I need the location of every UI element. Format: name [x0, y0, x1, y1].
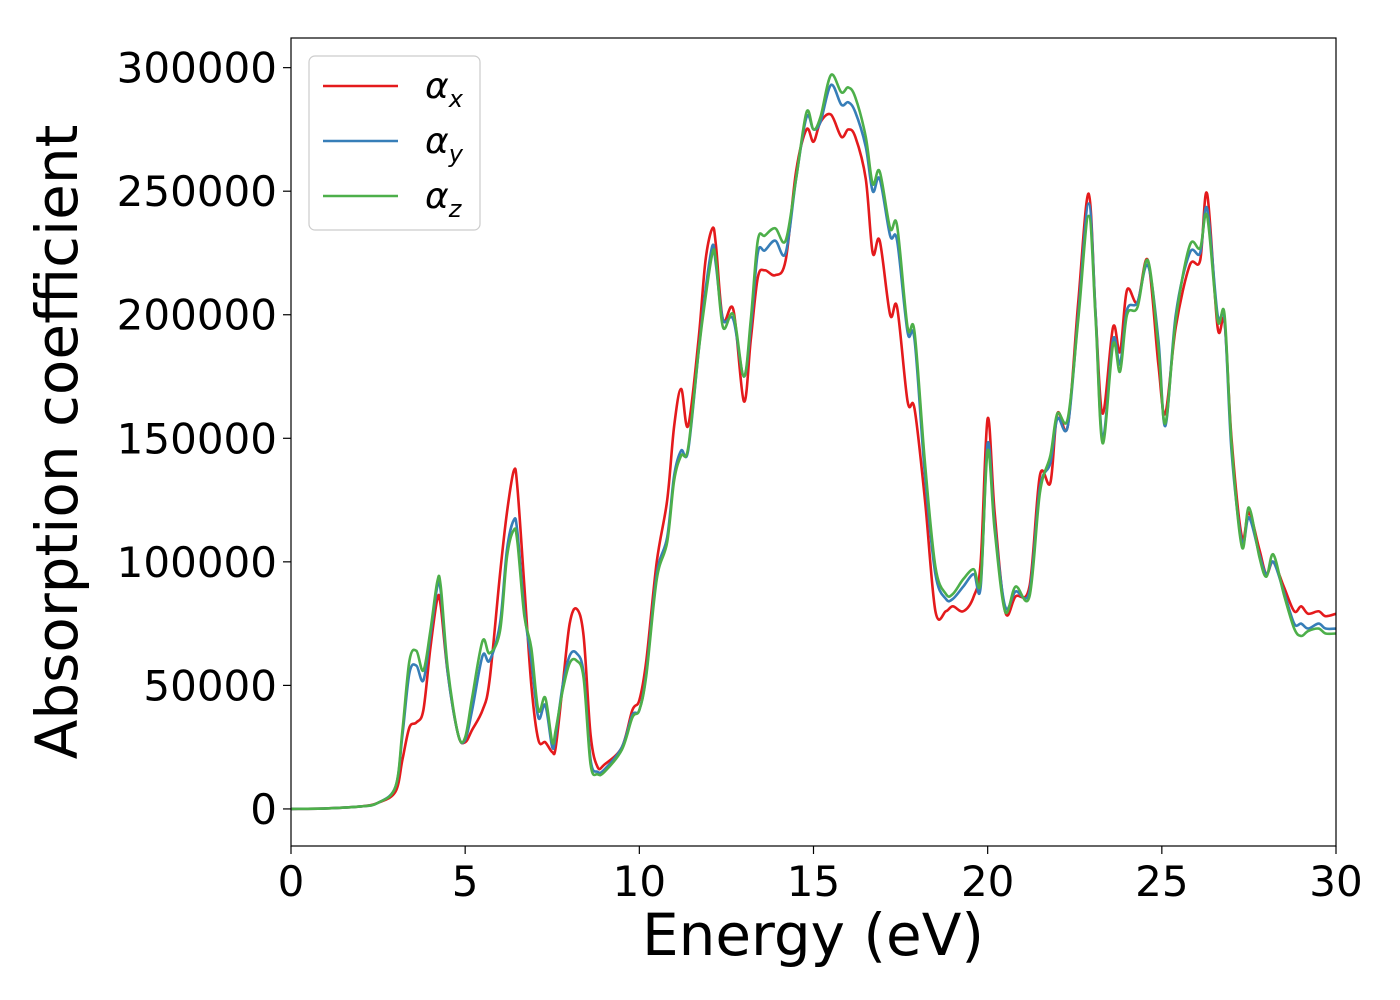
- series-line-alpha-z: [291, 73, 1336, 811]
- x-tick-label: 5: [452, 857, 479, 906]
- legend-label-subscript: z: [448, 195, 463, 223]
- legend-label-base: α: [425, 66, 449, 107]
- legend-entry-alpha-z: αz: [425, 176, 463, 223]
- y-tick-label: 250000: [117, 167, 277, 216]
- legend-label-base: α: [425, 121, 449, 162]
- y-tick-label: 150000: [117, 414, 277, 463]
- y-axis-ticks: 0 50000 100000 150000 200000 250000 300000: [117, 44, 291, 834]
- legend-label-base: α: [425, 176, 449, 217]
- series-line-alpha-y: [291, 83, 1336, 811]
- x-axis-label: Energy (eV): [642, 901, 984, 969]
- y-tick-label: 200000: [117, 291, 277, 340]
- legend-label-subscript: x: [448, 85, 464, 113]
- y-axis-label: Absorption coefficient: [23, 125, 91, 760]
- x-tick-label: 30: [1309, 857, 1362, 906]
- plot-lines: [291, 73, 1336, 811]
- legend-entry-alpha-y: αy: [425, 121, 464, 168]
- x-tick-label: 0: [278, 857, 305, 906]
- y-tick-label: 100000: [117, 538, 277, 587]
- x-tick-label: 15: [787, 857, 840, 906]
- legend-entry-alpha-x: αx: [425, 66, 464, 113]
- x-tick-label: 20: [961, 857, 1014, 906]
- series-line-alpha-x: [291, 112, 1336, 811]
- y-tick-label: 0: [250, 785, 277, 834]
- x-tick-label: 25: [1135, 857, 1188, 906]
- legend-label-subscript: y: [448, 140, 464, 168]
- y-tick-label: 300000: [117, 44, 277, 93]
- legend-box: [308, 55, 481, 231]
- x-tick-label: 10: [613, 857, 666, 906]
- y-tick-label: 50000: [143, 661, 277, 710]
- x-axis-ticks: 0 5 10 15 20 25 30: [278, 846, 1363, 906]
